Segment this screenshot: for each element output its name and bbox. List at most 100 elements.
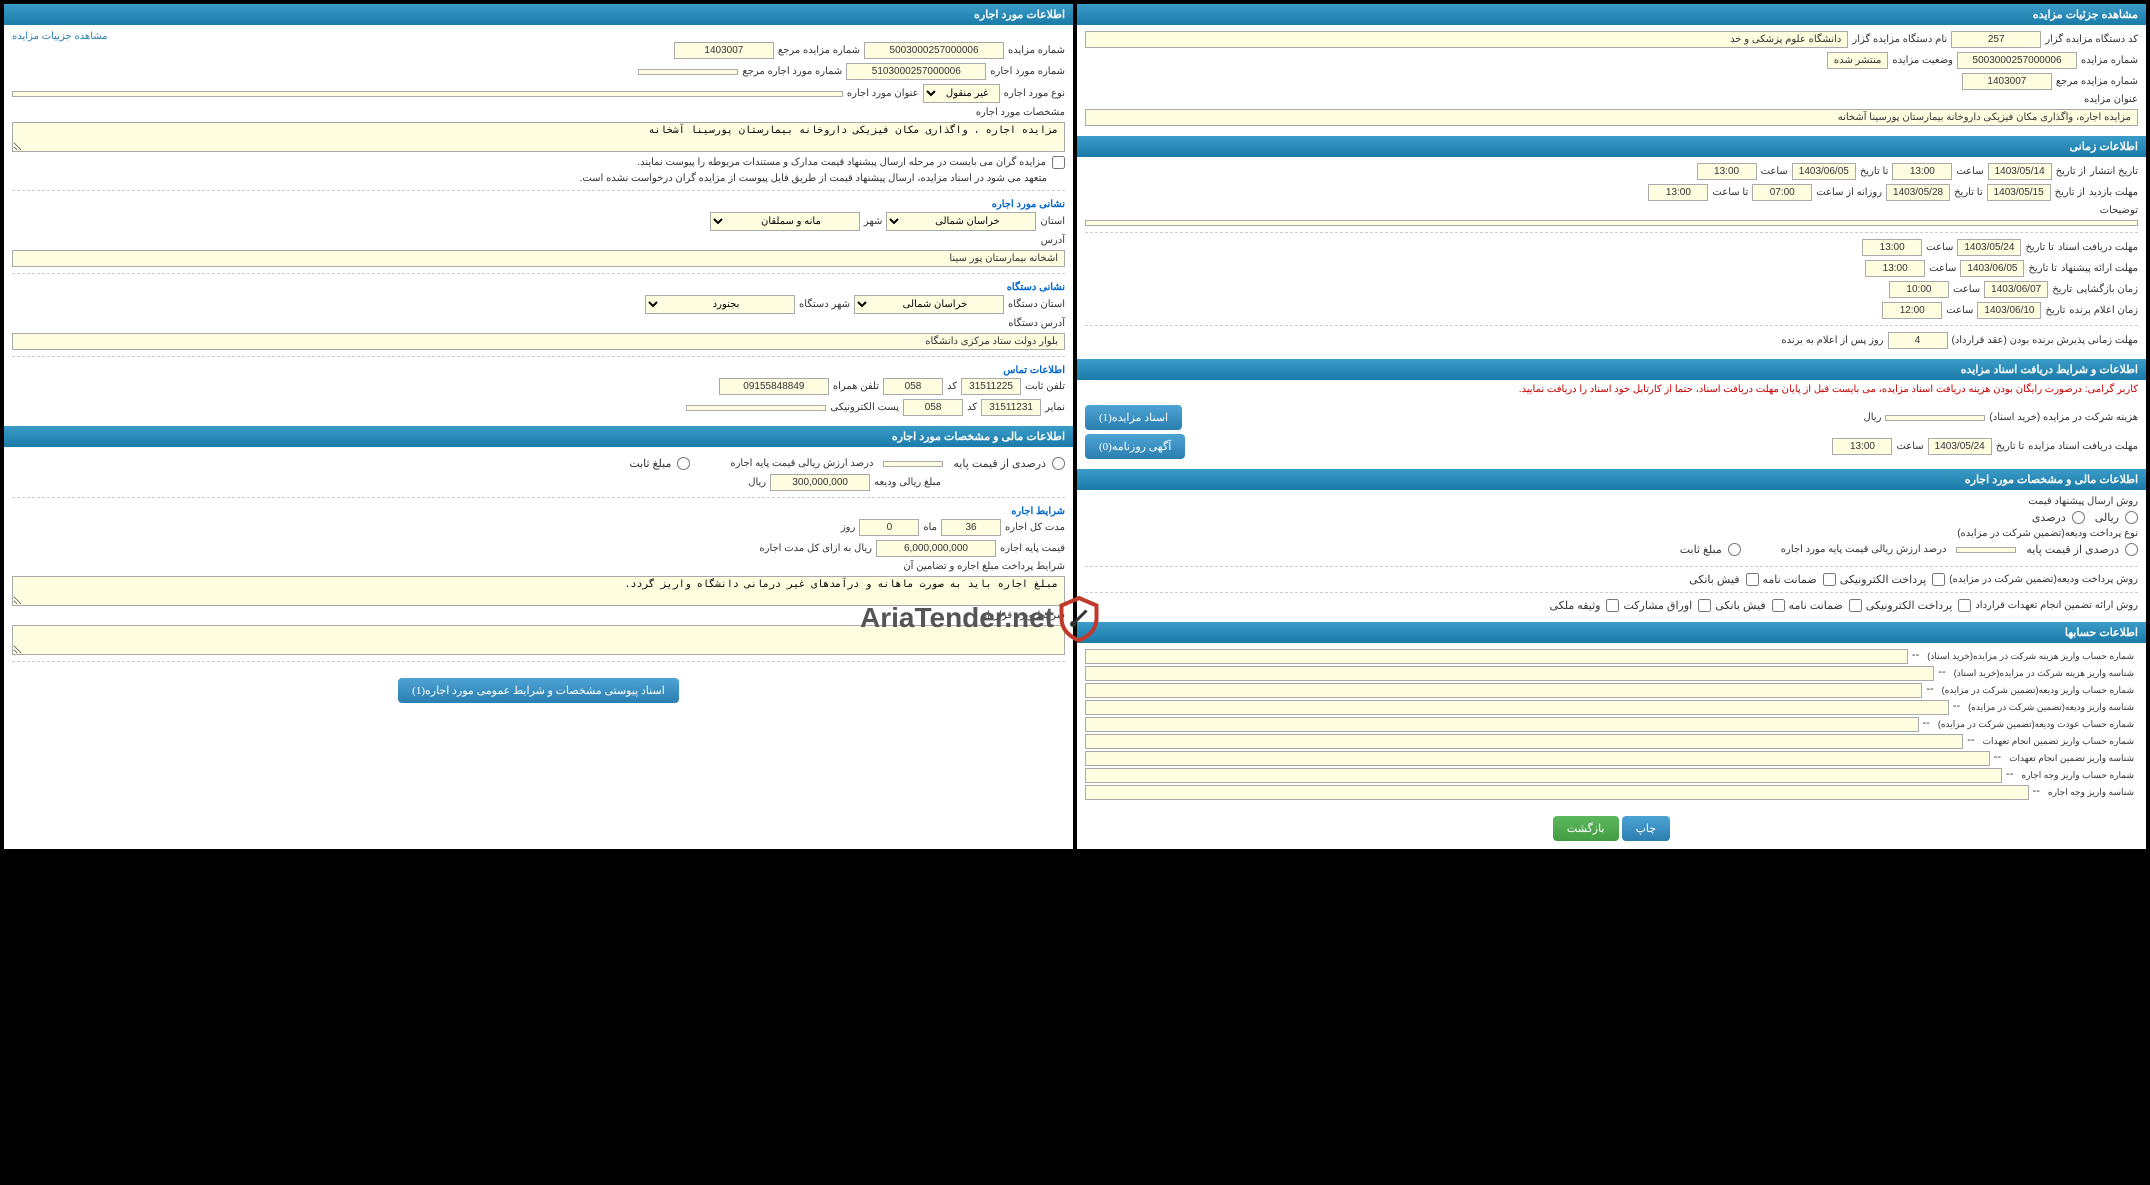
price-method-label: روش ارسال پیشنهاد قیمت — [1085, 496, 2138, 507]
accept-deadline-val: 4 — [1888, 332, 1948, 349]
winner-time: 12:00 — [1882, 302, 1942, 319]
doc-button[interactable]: اسناد مزایده(1) — [1085, 405, 1182, 430]
l-type-select[interactable]: غیر منقول — [923, 84, 1000, 103]
visit-date1: 1403/05/15 — [1987, 184, 2051, 201]
proposal-time: 13:00 — [1865, 260, 1925, 277]
account-field-3 — [1085, 700, 1949, 715]
org-province-select[interactable]: خراسان شمالی — [854, 295, 1004, 314]
l-lease-ref — [638, 69, 738, 75]
section-lease-header: اطلاعات مورد اجاره — [4, 4, 1073, 25]
contract-method-label: روش ارائه تضمین انجام تعهدات قرارداد — [1975, 600, 2138, 611]
cb-guarantee2[interactable] — [1849, 599, 1862, 612]
account-field-4 — [1085, 717, 1919, 732]
account-label-3: شناسه واریز ودیعه(تضمین شرکت در مزایده) — [1964, 700, 2138, 715]
attach-doc-button[interactable]: اسناد پیوستی مشخصات و شرایط عمومی مورد ا… — [398, 678, 679, 703]
left-panel: اطلاعات مورد اجاره مشاهده جزییات مزایده … — [4, 4, 1073, 849]
cb-stock[interactable] — [1698, 599, 1711, 612]
warning-text: کاربر گرامی: درصورت رایگان بودن هزینه در… — [1077, 380, 2146, 399]
contact-title: اطلاعات تماس — [12, 363, 1065, 378]
visit-time1: 07:00 — [1752, 184, 1812, 201]
cb-elec[interactable] — [1932, 573, 1945, 586]
account-label-1: شناسه واریز هزینه شرکت در مزایده(خرید اس… — [1950, 666, 2138, 681]
account-field-0 — [1085, 649, 1908, 664]
print-button[interactable]: چاپ — [1622, 816, 1671, 841]
percent-radio[interactable] — [2072, 511, 2085, 524]
address-title: نشانی مورد اجاره — [12, 197, 1065, 212]
account-label-4: شماره حساب عودت ودیعه(تضمین شرکت در مزای… — [1934, 717, 2138, 732]
winner-label: زمان اعلام برنده — [2069, 305, 2138, 316]
l-base-percent-radio[interactable] — [1052, 457, 1065, 470]
province-select[interactable]: خراسان شمالی — [886, 212, 1036, 231]
deposit-type-label: نوع پرداخت ودیعه(تضمین شرکت در مزایده) — [1085, 528, 2138, 539]
deadline-doc-time: 13:00 — [1862, 239, 1922, 256]
rial-radio[interactable] — [2125, 511, 2138, 524]
l-spec-textarea[interactable]: مزایده اجاره ، واگذاری مکان فیزیکی داروخ… — [12, 122, 1065, 152]
account-label-0: شماره حساب واریز هزینه شرکت در مزایده(خر… — [1923, 649, 2138, 664]
status-label: وضعیت مزایده — [1892, 55, 1953, 66]
cb-elec2[interactable] — [1958, 599, 1971, 612]
deposit-method-label: روش پرداخت ودیعه(تضمین شرکت در مزایده) — [1949, 574, 2138, 585]
section-doc-terms-header: اطلاعات و شرایط دریافت اسناد مزایده — [1077, 359, 2146, 380]
org-code-label: کد دستگاه مزایده گزار — [2045, 34, 2138, 45]
ref-num-label: شماره مزایده مرجع — [2056, 76, 2138, 87]
l-fixed-radio[interactable] — [677, 457, 690, 470]
cb-bank[interactable] — [1746, 573, 1759, 586]
org-address-title: نشانی دستگاه — [12, 280, 1065, 295]
section-accounts-header: اطلاعات حسابها — [1077, 622, 2146, 643]
l-auction-num: 5003000257000006 — [864, 42, 1004, 59]
account-field-7 — [1085, 768, 2002, 783]
fee-field — [1885, 415, 1985, 421]
back-button[interactable]: بازگشت — [1553, 816, 1619, 841]
account-label-6: شناسه واریز تضمین انجام تعهدات — [2005, 751, 2138, 766]
publish-time1: 13:00 — [1892, 163, 1952, 180]
account-label-2: شماره حساب واریز ودیعه(تضمین شرکت در مزا… — [1938, 683, 2138, 698]
l-lease-num: 5103000257000006 — [846, 63, 986, 80]
org-code-field: 257 — [1951, 31, 2041, 48]
news-button[interactable]: آگهی روزنامه(0) — [1085, 434, 1185, 459]
cb-property[interactable] — [1606, 599, 1619, 612]
payment-terms-textarea[interactable]: مبلغ اجاره باید به صورت ماهانه و درآمدها… — [12, 576, 1065, 606]
account-label-7: شماره حساب واریز وجه اجاره — [2017, 768, 2138, 783]
city-select[interactable]: مانه و سملقان — [710, 212, 860, 231]
fee-label: هزینه شرکت در مزایده (خرید اسناد) — [1989, 412, 2138, 423]
publish-time2: 13:00 — [1697, 163, 1757, 180]
section-financial-header: اطلاعات مالی و مشخصات مورد اجاره — [1077, 469, 2146, 490]
deposit-field: 300,000,000 — [770, 474, 870, 491]
auction-num-field: 5003000257000006 — [1957, 52, 2077, 69]
deadline-doc-label: مهلت دریافت اسناد — [2058, 242, 2138, 253]
cb-bank2[interactable] — [1772, 599, 1785, 612]
phone-field: 31511225 — [961, 378, 1021, 395]
email-field — [686, 405, 826, 411]
account-label-8: شناسه واریز وجه اجاره — [2044, 785, 2138, 800]
proposal-date: 1403/06/05 — [1960, 260, 2024, 277]
winner-date: 1403/06/10 — [1977, 302, 2041, 319]
cb-note1[interactable] — [1052, 156, 1065, 169]
address-field: اشخانه بیمارستان پور سینا — [12, 250, 1065, 267]
auction-title-label: عنوان مزایده — [2084, 94, 2138, 105]
details-link[interactable]: مشاهده جزییات مزایده — [12, 31, 108, 42]
contract-terms-textarea[interactable] — [12, 625, 1065, 655]
account-field-5 — [1085, 734, 1963, 749]
account-field-1 — [1085, 666, 1934, 681]
visit-time2: 13:00 — [1648, 184, 1708, 201]
section-details-header: مشاهده جزئیات مزایده — [1077, 4, 2146, 25]
l-ref-num: 1403007 — [674, 42, 774, 59]
fax-code-field: 058 — [903, 399, 963, 416]
visit-date2: 1403/05/28 — [1886, 184, 1950, 201]
right-panel: مشاهده جزئیات مزایده کد دستگاه مزایده گز… — [1077, 4, 2146, 849]
auction-num-label: شماره مزایده — [2081, 55, 2138, 66]
cb-guarantee[interactable] — [1823, 573, 1836, 586]
publish-date2: 1403/06/05 — [1792, 163, 1856, 180]
notes-label: توضیحات — [2100, 205, 2138, 216]
base-percent-radio[interactable] — [2125, 543, 2138, 556]
deadline-date: 1403/05/24 — [1928, 438, 1992, 455]
open-label: زمان بازگشایی — [2076, 284, 2138, 295]
account-field-2 — [1085, 683, 1922, 698]
deadline-time: 13:00 — [1832, 438, 1892, 455]
l-lease-title — [12, 91, 843, 97]
org-name-label: نام دستگاه مزایده گزار — [1852, 34, 1947, 45]
phone-code-field: 058 — [883, 378, 943, 395]
fixed-radio[interactable] — [1728, 543, 1741, 556]
org-city-select[interactable]: بجنورد — [645, 295, 795, 314]
open-time: 10:00 — [1889, 281, 1949, 298]
